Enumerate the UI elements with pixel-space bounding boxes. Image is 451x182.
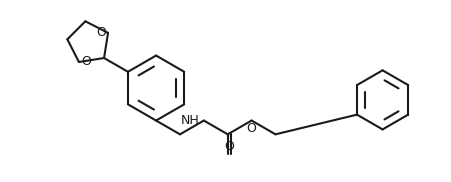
Text: O: O (96, 26, 106, 39)
Text: NH: NH (181, 114, 199, 127)
Text: O: O (246, 122, 256, 134)
Text: O: O (81, 56, 91, 68)
Text: O: O (223, 140, 233, 153)
